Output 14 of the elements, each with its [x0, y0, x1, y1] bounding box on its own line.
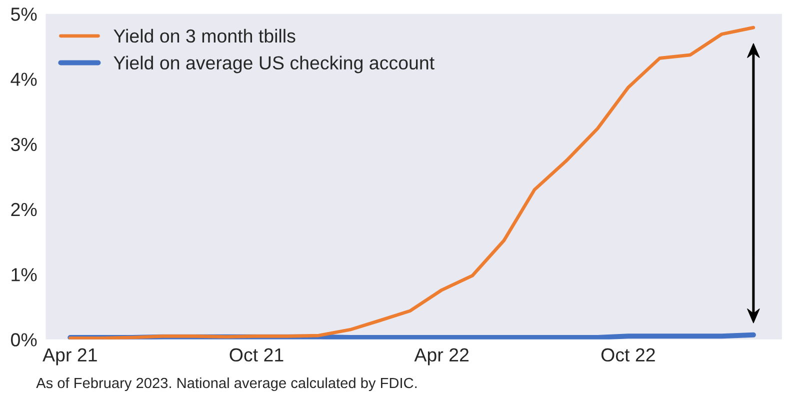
y-tick-label: 5%: [11, 8, 37, 21]
x-tick-label: Oct 22: [601, 348, 655, 362]
y-tick-label: 3%: [10, 138, 37, 152]
y-tick-label: 4%: [10, 72, 37, 86]
x-tick-label: Oct 21: [230, 348, 284, 362]
x-tick-label: Apr 21: [42, 348, 97, 366]
y-tick-label: 2%: [11, 202, 37, 216]
y-tick-label: 0%: [11, 333, 37, 346]
text: As of February 2023. National average calculated by FDIC.: [36, 377, 417, 392]
legend-label: Yield on average US checking account: [114, 56, 434, 74]
y-tick-label: 1%: [12, 268, 37, 282]
x-tick-label: Apr 22: [414, 348, 469, 366]
line-series: [68, 26, 756, 340]
legend-label: Yield on 3 month tbills: [114, 28, 296, 43]
